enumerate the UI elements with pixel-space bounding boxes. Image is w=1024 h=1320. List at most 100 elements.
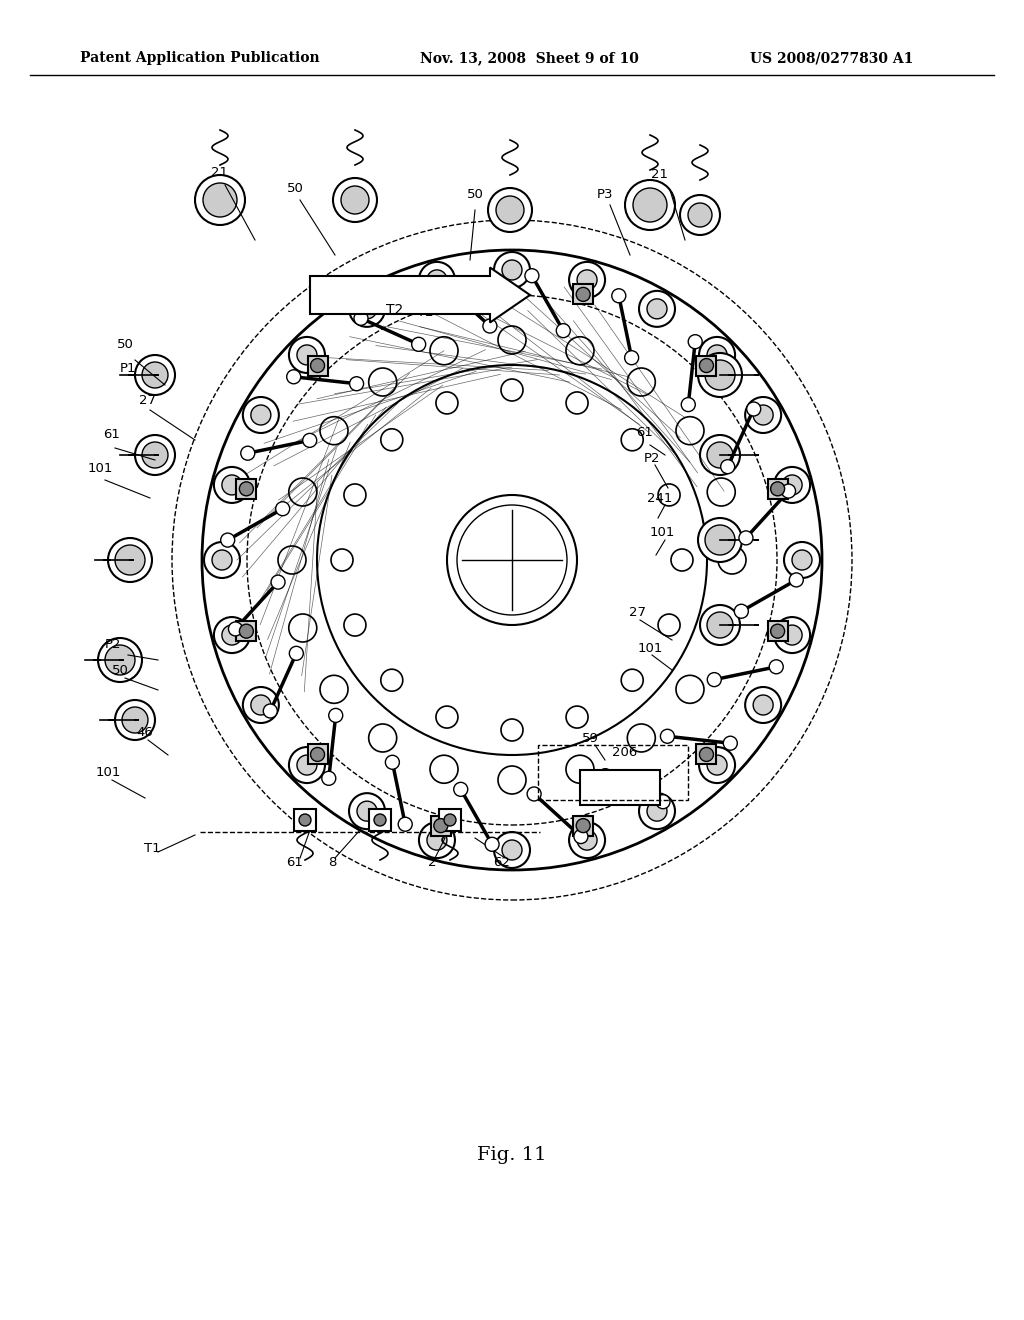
Circle shape (688, 203, 712, 227)
Circle shape (708, 673, 721, 686)
Circle shape (718, 546, 746, 574)
Circle shape (569, 822, 605, 858)
Circle shape (622, 669, 643, 692)
Circle shape (556, 323, 570, 338)
Circle shape (221, 533, 234, 546)
Circle shape (494, 832, 530, 869)
Circle shape (369, 368, 396, 396)
Circle shape (434, 818, 447, 833)
Circle shape (289, 337, 325, 374)
Circle shape (566, 392, 588, 414)
Circle shape (656, 795, 670, 809)
Circle shape (329, 709, 343, 722)
Circle shape (705, 360, 735, 389)
Circle shape (122, 708, 148, 733)
Circle shape (427, 830, 446, 850)
Circle shape (628, 723, 655, 752)
Circle shape (251, 696, 271, 715)
Circle shape (698, 517, 742, 562)
Circle shape (271, 576, 285, 589)
Circle shape (142, 442, 168, 469)
Circle shape (290, 647, 303, 660)
Circle shape (566, 706, 588, 729)
Circle shape (203, 183, 237, 216)
Text: US 2008/0277830 A1: US 2008/0277830 A1 (750, 51, 913, 65)
Circle shape (647, 801, 667, 821)
Circle shape (142, 362, 168, 388)
Circle shape (222, 475, 242, 495)
Bar (573, 284, 593, 305)
Bar (237, 479, 256, 499)
Circle shape (578, 830, 597, 850)
Circle shape (289, 747, 325, 783)
Circle shape (135, 355, 175, 395)
Circle shape (782, 475, 802, 495)
Circle shape (297, 755, 317, 775)
Circle shape (658, 484, 680, 506)
Circle shape (639, 290, 675, 327)
Circle shape (721, 459, 734, 474)
Circle shape (566, 755, 594, 783)
Circle shape (344, 614, 366, 636)
Circle shape (419, 261, 455, 298)
Circle shape (781, 484, 796, 498)
Circle shape (577, 818, 590, 833)
Circle shape (228, 622, 243, 636)
Circle shape (349, 793, 385, 829)
Circle shape (297, 345, 317, 364)
Text: 27: 27 (629, 606, 645, 619)
Circle shape (243, 686, 279, 723)
Circle shape (436, 392, 458, 414)
Circle shape (243, 397, 279, 433)
Circle shape (699, 747, 714, 762)
Bar (768, 479, 787, 499)
Circle shape (784, 543, 820, 578)
Text: 2: 2 (428, 855, 436, 869)
Text: 50: 50 (287, 181, 303, 194)
Circle shape (398, 817, 413, 832)
Circle shape (734, 605, 749, 618)
Circle shape (707, 345, 727, 364)
Text: P3: P3 (597, 189, 613, 202)
Circle shape (485, 837, 499, 851)
Bar (307, 355, 328, 376)
Circle shape (321, 676, 348, 704)
Circle shape (502, 260, 522, 280)
Circle shape (105, 645, 135, 675)
Text: 210: 210 (631, 771, 655, 784)
Circle shape (527, 787, 541, 801)
Text: Fig. 11: Fig. 11 (477, 1146, 547, 1164)
Circle shape (774, 467, 810, 503)
Circle shape (240, 624, 253, 638)
Bar (294, 809, 316, 832)
Circle shape (341, 186, 369, 214)
Circle shape (349, 290, 385, 327)
Circle shape (792, 550, 812, 570)
Circle shape (214, 616, 250, 653)
FancyArrow shape (310, 268, 530, 322)
Circle shape (303, 433, 316, 447)
Text: T2: T2 (386, 304, 403, 317)
Text: 21: 21 (212, 165, 228, 178)
Circle shape (483, 319, 497, 333)
Circle shape (299, 814, 311, 826)
Circle shape (639, 793, 675, 829)
Circle shape (771, 482, 784, 496)
Circle shape (222, 626, 242, 645)
Text: 101: 101 (637, 642, 663, 655)
Circle shape (501, 719, 523, 741)
Text: Nov. 13, 2008  Sheet 9 of 10: Nov. 13, 2008 Sheet 9 of 10 (420, 51, 639, 65)
Circle shape (498, 326, 526, 354)
Text: 206: 206 (612, 747, 638, 759)
Circle shape (707, 442, 733, 469)
Circle shape (115, 700, 155, 741)
Bar (696, 744, 717, 764)
Text: T1: T1 (143, 842, 161, 854)
Circle shape (204, 543, 240, 578)
Circle shape (385, 755, 399, 770)
Circle shape (790, 573, 803, 587)
Text: 101: 101 (95, 766, 121, 779)
Circle shape (698, 352, 742, 397)
Circle shape (454, 783, 468, 796)
Circle shape (708, 478, 735, 506)
